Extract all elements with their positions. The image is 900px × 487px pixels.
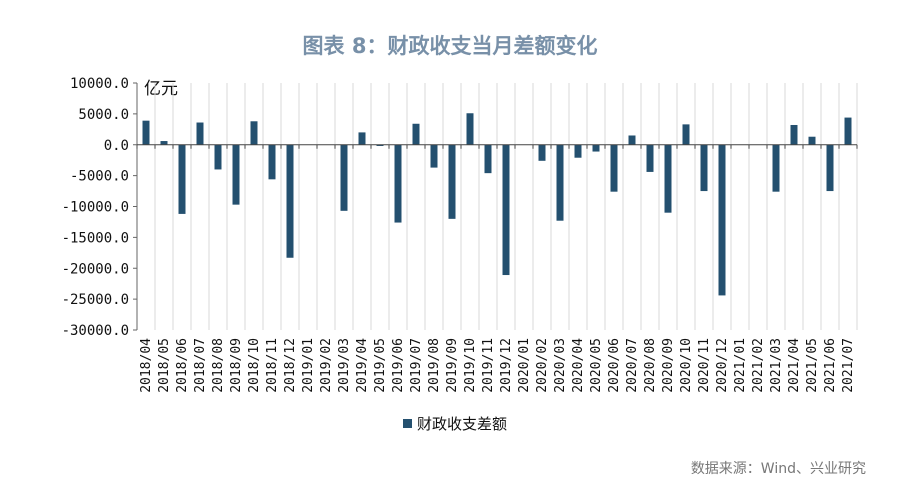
x-tick-label: 2021/01 <box>733 338 748 393</box>
bar <box>610 144 618 192</box>
x-tick-label: 2018/05 <box>157 338 172 393</box>
bar <box>376 144 384 146</box>
x-tick-label: 2019/08 <box>427 338 442 393</box>
bar <box>628 135 636 145</box>
bar <box>484 144 492 174</box>
bar <box>142 120 150 145</box>
x-tick-label: 2018/06 <box>175 338 190 393</box>
bar <box>826 144 834 192</box>
bar <box>268 144 276 180</box>
bar <box>592 144 600 152</box>
x-tick-label: 2020/10 <box>679 338 694 393</box>
bar <box>412 123 420 145</box>
x-tick-label: 2021/04 <box>787 338 802 393</box>
legend-swatch <box>403 419 412 428</box>
x-tick-label: 2020/11 <box>697 338 712 393</box>
source-note: 数据来源：Wind、兴业研究 <box>690 461 866 477</box>
x-tick-label: 2018/07 <box>193 338 208 393</box>
bar <box>394 144 402 223</box>
y-tick-label: -5000.0 <box>70 169 129 185</box>
x-tick-label: 2020/02 <box>535 338 550 393</box>
bar <box>178 144 186 214</box>
x-tick-label: 2019/01 <box>301 338 316 393</box>
x-tick-label: 2019/07 <box>409 338 424 393</box>
x-tick-label: 2019/10 <box>463 338 478 393</box>
x-tick-label: 2018/08 <box>211 338 226 393</box>
bar <box>232 144 240 205</box>
x-tick-label: 2018/11 <box>265 338 280 393</box>
bar <box>250 121 258 145</box>
x-tick-label: 2021/06 <box>823 338 838 393</box>
y-tick-label: -25000.0 <box>62 292 129 308</box>
x-tick-label: 2020/08 <box>643 338 658 393</box>
bar <box>286 144 294 258</box>
legend-label: 财政收支差额 <box>417 415 507 433</box>
bar <box>844 117 852 145</box>
x-tick-label: 2019/02 <box>319 338 334 393</box>
x-tick-label: 2020/09 <box>661 338 676 393</box>
bar <box>664 144 672 213</box>
x-tick-label: 2020/12 <box>715 338 730 393</box>
bar <box>646 144 654 172</box>
bar <box>574 144 582 158</box>
x-tick-label: 2018/04 <box>139 338 154 393</box>
bar <box>160 141 168 145</box>
bar <box>430 144 438 168</box>
y-axis-unit: 亿元 <box>144 79 178 99</box>
bar <box>214 144 222 170</box>
bar <box>538 144 546 161</box>
bar <box>556 144 564 221</box>
x-tick-label: 2020/04 <box>571 338 586 393</box>
y-tick-label: -15000.0 <box>62 230 129 246</box>
x-tick-label: 2020/06 <box>607 338 622 393</box>
bar <box>718 144 726 296</box>
x-tick-label: 2019/04 <box>355 338 370 393</box>
x-tick-label: 2021/02 <box>751 338 766 393</box>
x-tick-label: 2021/05 <box>805 338 820 393</box>
x-tick-label: 2020/07 <box>625 338 640 393</box>
x-tick-label: 2020/03 <box>553 338 568 393</box>
x-tick-label: 2019/06 <box>391 338 406 393</box>
bar <box>700 144 708 192</box>
bar <box>790 124 798 145</box>
x-tick-label: 2021/07 <box>841 338 856 393</box>
x-tick-label: 2018/09 <box>229 338 244 393</box>
x-tick-label: 2019/05 <box>373 338 388 393</box>
x-tick-label: 2019/09 <box>445 338 460 393</box>
x-tick-label: 2021/03 <box>769 338 784 393</box>
y-tick-label: -10000.0 <box>62 200 129 216</box>
x-tick-label: 2020/01 <box>517 338 532 393</box>
bar <box>502 144 510 276</box>
x-tick-label: 2019/11 <box>481 338 496 393</box>
y-tick-label: 0.0 <box>104 138 129 154</box>
bar <box>358 132 366 145</box>
bar <box>466 113 474 145</box>
y-tick-label: 5000.0 <box>78 107 129 123</box>
bar <box>682 124 690 145</box>
bar <box>340 144 348 211</box>
x-tick-label: 2019/03 <box>337 338 352 393</box>
x-tick-label: 2019/12 <box>499 338 514 393</box>
x-tick-label: 2020/05 <box>589 338 604 393</box>
bar <box>808 136 816 145</box>
y-tick-label: -30000.0 <box>62 323 129 339</box>
bar <box>196 122 204 145</box>
x-tick-label: 2018/12 <box>283 338 298 393</box>
chart-title: 图表 8：财政收支当月差额变化 <box>302 34 598 58</box>
bar <box>448 144 456 219</box>
y-tick-label: 10000.0 <box>70 76 129 92</box>
y-tick-label: -20000.0 <box>62 261 129 277</box>
bar <box>772 144 780 192</box>
x-tick-label: 2018/10 <box>247 338 262 393</box>
